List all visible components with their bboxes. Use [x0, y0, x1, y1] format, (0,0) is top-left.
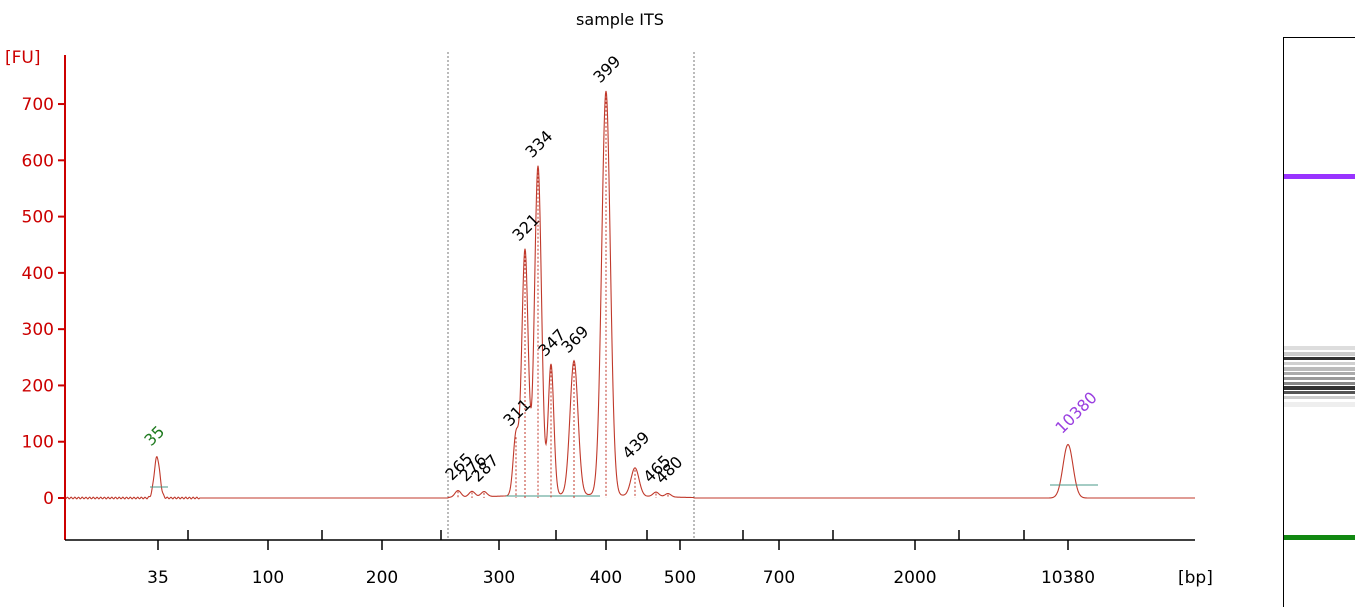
gel-band: [1284, 377, 1355, 380]
peak-label: 334: [521, 127, 556, 162]
signal-trace: [65, 90, 1195, 500]
x-tick-label: 2000: [893, 568, 936, 588]
y-tick-label: 400: [22, 264, 54, 284]
gel-band: [1284, 402, 1355, 407]
y-tick-label: 500: [22, 208, 54, 228]
peak-label: 439: [618, 428, 653, 463]
gel-lane: [1283, 37, 1355, 607]
y-tick-label: 200: [22, 376, 54, 396]
gel-band: [1284, 396, 1355, 399]
y-tick-label: 700: [22, 95, 54, 115]
gel-band: [1284, 352, 1355, 356]
gel-band: [1284, 391, 1355, 394]
x-tick-label: 200: [366, 568, 398, 588]
y-axis-label: [FU]: [5, 48, 41, 68]
marker-peak-label: 35: [140, 422, 168, 450]
y-tick-label: 0: [43, 489, 54, 509]
y-tick-label: 300: [22, 320, 54, 340]
chart-title: sample ITS: [576, 10, 664, 29]
gel-band: [1284, 372, 1355, 375]
y-tick-label: 100: [22, 433, 54, 453]
gel-band: [1284, 386, 1355, 390]
x-tick-label: 700: [763, 568, 795, 588]
electropherogram-chart: sample ITS 0 100 200 300 400 500 600 700 35 100 20…: [5, 10, 1213, 588]
x-tick-label: 35: [147, 568, 169, 588]
x-tick-label: 100: [252, 568, 284, 588]
peak-label: 399: [589, 52, 624, 87]
gel-band: [1284, 367, 1355, 371]
x-tick-label: 500: [664, 568, 696, 588]
gel-band: [1284, 346, 1355, 350]
peak-label: 321: [508, 210, 543, 245]
x-axis-label: [bp]: [1178, 568, 1213, 588]
y-tick-label: 600: [22, 151, 54, 171]
x-tick-label: 10380: [1041, 568, 1095, 588]
gel-band: [1284, 382, 1355, 385]
peak-label: 311: [499, 395, 534, 430]
marker-peak-label: 10380: [1051, 388, 1100, 437]
peak-label: 369: [557, 322, 592, 357]
gel-band: [1284, 357, 1355, 360]
x-tick-label: 400: [590, 568, 622, 588]
chart-axes: 0 100 200 300 400 500 600 700 35 100 200 300 400 500 7…: [22, 52, 1195, 588]
gel-band-upper-marker: [1284, 174, 1355, 179]
x-tick-label: 300: [483, 568, 515, 588]
gel-band-lower-marker: [1284, 535, 1355, 540]
gel-band: [1284, 362, 1355, 365]
